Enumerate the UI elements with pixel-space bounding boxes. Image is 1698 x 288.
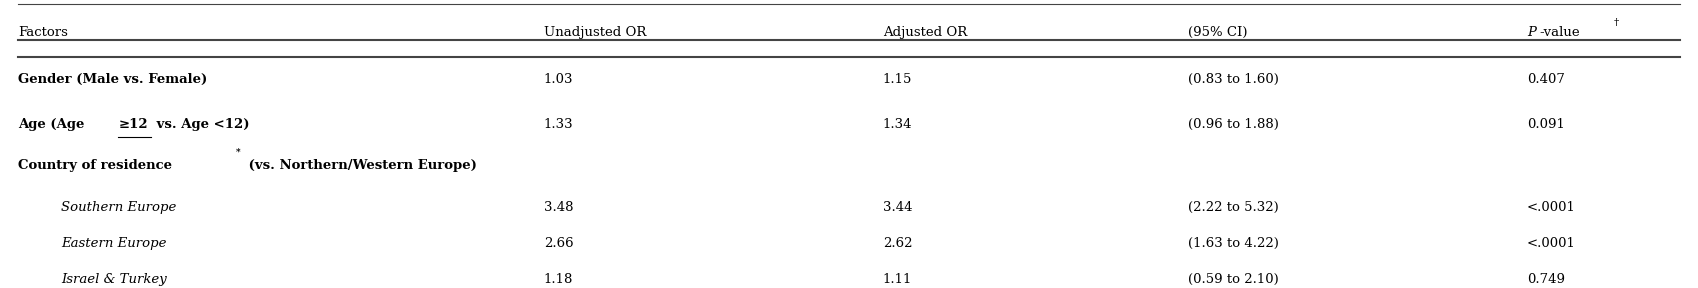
- Text: (0.59 to 2.10): (0.59 to 2.10): [1189, 272, 1279, 285]
- Text: 2.62: 2.62: [883, 236, 912, 249]
- Text: ≥12: ≥12: [119, 118, 148, 130]
- Text: 1.34: 1.34: [883, 118, 912, 130]
- Text: 0.749: 0.749: [1527, 272, 1566, 285]
- Text: Eastern Europe: Eastern Europe: [61, 236, 166, 249]
- Text: Israel & Turkey: Israel & Turkey: [61, 272, 166, 285]
- Text: Unadjusted OR: Unadjusted OR: [543, 26, 647, 39]
- Text: P: P: [1527, 26, 1537, 39]
- Text: vs. Age <12): vs. Age <12): [153, 118, 250, 130]
- Text: Adjusted OR: Adjusted OR: [883, 26, 968, 39]
- Text: 1.03: 1.03: [543, 73, 574, 86]
- Text: (2.22 to 5.32): (2.22 to 5.32): [1189, 200, 1279, 214]
- Text: (0.96 to 1.88): (0.96 to 1.88): [1189, 118, 1279, 130]
- Text: Gender (Male vs. Female): Gender (Male vs. Female): [19, 73, 207, 86]
- Text: *: *: [236, 148, 239, 157]
- Text: (95% CI): (95% CI): [1189, 26, 1248, 39]
- Text: 1.15: 1.15: [883, 73, 912, 86]
- Text: 0.091: 0.091: [1527, 118, 1566, 130]
- Text: 3.44: 3.44: [883, 200, 912, 214]
- Text: -value: -value: [1540, 26, 1581, 39]
- Text: 0.407: 0.407: [1527, 73, 1566, 86]
- Text: Country of residence: Country of residence: [19, 159, 171, 172]
- Text: Age (Age: Age (Age: [19, 118, 90, 130]
- Text: <.0001: <.0001: [1527, 200, 1576, 214]
- Text: <.0001: <.0001: [1527, 236, 1576, 249]
- Text: 1.33: 1.33: [543, 118, 574, 130]
- Text: Factors: Factors: [19, 26, 68, 39]
- Text: 3.48: 3.48: [543, 200, 574, 214]
- Text: Southern Europe: Southern Europe: [61, 200, 177, 214]
- Text: †: †: [1613, 18, 1618, 27]
- Text: (0.83 to 1.60): (0.83 to 1.60): [1189, 73, 1279, 86]
- Text: (1.63 to 4.22): (1.63 to 4.22): [1189, 236, 1279, 249]
- Text: 1.11: 1.11: [883, 272, 912, 285]
- Text: 1.18: 1.18: [543, 272, 574, 285]
- Text: (vs. Northern/Western Europe): (vs. Northern/Western Europe): [245, 159, 477, 172]
- Text: 2.66: 2.66: [543, 236, 574, 249]
